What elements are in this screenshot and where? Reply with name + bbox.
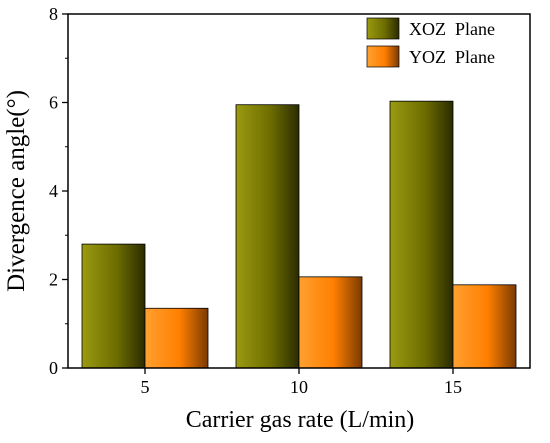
bar-yoz-10 xyxy=(298,276,363,369)
y-tick-label-6: 6 xyxy=(49,93,58,113)
x-tick-label-10: 10 xyxy=(290,377,308,397)
x-tick-label-5: 5 xyxy=(141,377,150,397)
bars-layer xyxy=(81,100,517,369)
legend-swatch-xoz xyxy=(366,17,400,40)
x-tick-label-15: 15 xyxy=(444,377,462,397)
y-axis-label: Divergence angle(°) xyxy=(3,90,30,292)
legend-label-xoz: XOZ Plane xyxy=(409,19,495,39)
bar-yoz-5 xyxy=(144,307,209,369)
y-tick-label-0: 0 xyxy=(49,358,58,378)
bar-xoz-5 xyxy=(81,243,146,369)
bar-yoz-15 xyxy=(452,284,517,369)
legend-swatch-yoz xyxy=(366,45,400,68)
legend-label-yoz: YOZ Plane xyxy=(409,47,495,67)
bar-xoz-10 xyxy=(235,104,300,369)
ticks-layer: 5 10 15 0 2 4 6 8 xyxy=(49,4,462,397)
legend: XOZ Plane YOZ Plane xyxy=(366,17,495,68)
y-tick-label-2: 2 xyxy=(49,270,58,290)
y-tick-label-4: 4 xyxy=(49,181,58,201)
bar-xoz-15 xyxy=(389,100,454,369)
y-tick-label-8: 8 xyxy=(49,4,58,24)
x-axis-label: Carrier gas rate (L/min) xyxy=(186,407,415,433)
